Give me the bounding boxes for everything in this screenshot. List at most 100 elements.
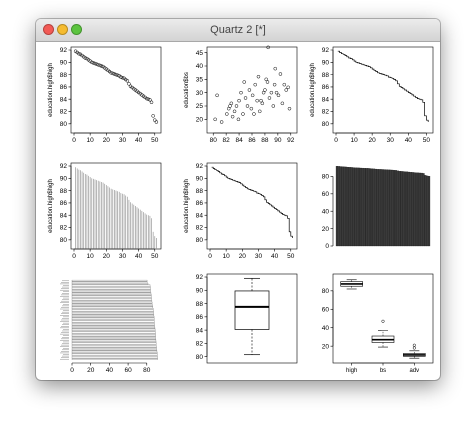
x-tick-label: 50 [423, 137, 431, 144]
scatter-point [271, 104, 276, 108]
bar [71, 284, 151, 287]
bar [71, 286, 151, 288]
plot-frame [70, 46, 162, 134]
bar [71, 297, 152, 299]
bar [71, 306, 154, 309]
bar [415, 172, 418, 247]
minimize-icon[interactable] [57, 24, 68, 35]
bar [71, 322, 155, 324]
scatter-point [258, 109, 262, 114]
bar [428, 176, 431, 247]
scatter-point [119, 75, 123, 79]
scatter-point [91, 61, 96, 65]
bar [422, 173, 425, 247]
scatter-point [256, 74, 261, 79]
scatter-point [237, 98, 241, 103]
scatter-point [273, 66, 278, 71]
x-tick-label: 30 [119, 137, 127, 144]
scatter-point [213, 117, 217, 122]
y-tick-label: 60 [322, 191, 330, 198]
y-tick-label: 25 [196, 103, 204, 110]
y-tick-label: 88 [60, 72, 68, 79]
x-tick-label: 20 [103, 137, 111, 144]
y-tick-label: 82 [196, 341, 204, 348]
bar [381, 169, 385, 247]
scatter-point [286, 85, 290, 90]
scatter-point [278, 72, 283, 76]
y-tick-label: 88 [60, 188, 68, 195]
y-tick-label: 84 [60, 96, 68, 103]
chart-panel-5: 0 10 20 30 40 50 80 82 84 86 88 90 92 education.high$… [184, 162, 298, 260]
bar [361, 167, 364, 247]
y-tick-label: 20 [322, 226, 330, 233]
bar [71, 279, 148, 282]
bar [71, 336, 156, 338]
bar [369, 168, 372, 247]
y-tick-label: 92 [60, 47, 68, 54]
close-icon[interactable] [43, 24, 54, 35]
scatter-point [96, 63, 100, 67]
x-tick-label: 20 [239, 253, 247, 260]
y-tick-label: 30 [196, 90, 204, 97]
bar [337, 166, 340, 247]
bar [71, 348, 157, 351]
scatter-point [127, 82, 131, 86]
y-tick-label: 88 [196, 301, 204, 308]
scatter-point [239, 90, 243, 95]
title-bar[interactable]: Quartz 2 [*] [36, 19, 440, 42]
bar [418, 172, 421, 247]
x-tick-label: 0 [70, 367, 74, 374]
y-tick-label: 92 [196, 163, 204, 170]
scatter-point [232, 109, 237, 114]
bar [71, 347, 157, 349]
bar [411, 172, 414, 247]
scatter-point [115, 73, 120, 77]
bar [71, 330, 156, 332]
x-tick-label: 10 [350, 137, 358, 144]
scatter-point [241, 112, 245, 116]
bar [71, 353, 158, 356]
x-tick-label: 88 [261, 137, 269, 144]
y-tick-label: 0 [325, 243, 329, 250]
x-tick-label: 50 [287, 253, 295, 260]
bar [416, 172, 420, 247]
bar [71, 352, 158, 354]
bar [400, 171, 403, 247]
scatter-point [228, 104, 232, 108]
bar [345, 166, 348, 247]
x-tick-label: 82 [223, 137, 231, 144]
y-tick-label: 90 [196, 176, 204, 183]
bar [71, 305, 153, 307]
bar [71, 339, 157, 342]
bar [335, 166, 338, 247]
y-tick-label: 80 [322, 174, 330, 181]
plot-canvas: 0 10 20 30 40 50 80 82 84 86 88 90 92 education.high$… [48, 45, 434, 374]
y-tick-label: 90 [60, 60, 68, 67]
y-tick-label: 82 [196, 225, 204, 232]
scatter-point [236, 117, 241, 122]
bar [71, 290, 151, 293]
bar [71, 309, 154, 312]
scatter-point [266, 45, 270, 50]
scatter-point [276, 93, 281, 98]
bar [71, 294, 152, 296]
bar [71, 287, 151, 290]
y-tick-label: 45 [196, 50, 204, 57]
scatter-point [94, 62, 99, 66]
zoom-icon[interactable] [71, 24, 82, 35]
bar [359, 167, 362, 247]
bar [71, 316, 155, 318]
scatter-point [109, 71, 113, 75]
y-tick-label: 80 [322, 121, 330, 128]
x-tick-label: 10 [223, 253, 231, 260]
y-tick-label: 84 [196, 327, 204, 334]
bar [378, 169, 381, 247]
scatter-point [149, 100, 154, 105]
chart-panel-9: high bs adv 20 40 60 80 [322, 273, 434, 374]
bar [367, 168, 370, 247]
bar [71, 358, 158, 360]
bar [405, 171, 409, 247]
y-tick-label: 90 [322, 60, 330, 67]
y-tick-label: 86 [60, 84, 68, 91]
scatter-point [272, 82, 277, 87]
